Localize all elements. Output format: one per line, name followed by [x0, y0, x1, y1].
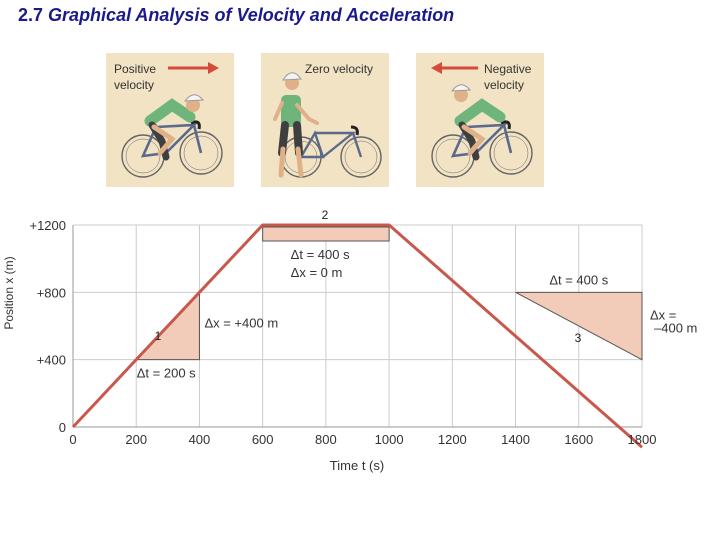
title-text: Graphical Analysis of Velocity and Accel…	[48, 5, 455, 25]
segment-1-label: 1	[155, 329, 162, 343]
title-number: 2.7	[18, 5, 44, 25]
chart-grid	[72, 224, 643, 428]
dt-1-label: Δt = 200 s	[137, 366, 196, 381]
x-tick-label: 200	[125, 432, 147, 447]
cyclist-standing-illustration	[273, 72, 382, 178]
x-tick-label: 0	[69, 432, 76, 447]
dx-3-label-line2: –400 m	[654, 321, 697, 336]
panel-positive-velocity: Positive velocity	[106, 53, 234, 187]
position-line	[71, 223, 643, 449]
x-tick-label: 800	[315, 432, 337, 447]
y-tick-label: +800	[37, 285, 66, 300]
y-tick-label: +1200	[29, 218, 66, 233]
dx-3-label-line1: Δx =	[650, 307, 676, 322]
negative-velocity-label: Negative velocity	[484, 62, 532, 92]
slide-title: 2.7 Graphical Analysis of Velocity and A…	[18, 5, 454, 26]
segment-3-label: 3	[575, 331, 582, 345]
y-tick-label: +400	[37, 353, 66, 368]
x-tick-label: 600	[252, 432, 274, 447]
series-layer	[71, 223, 643, 449]
x-tick-label: 1400	[501, 432, 530, 447]
zero-velocity-label: Zero velocity	[305, 62, 374, 76]
tick-labels: 0 200 400 600 800 1000 1200 1400 1600 1800 0 +400 +8…	[29, 218, 656, 447]
triangle-3	[515, 291, 643, 361]
triangle-fills	[135, 226, 643, 361]
x-tick-label: 1800	[628, 432, 657, 447]
cyclist-riding-right-illustration	[431, 84, 533, 178]
x-tick-label: 1200	[438, 432, 467, 447]
x-tick-label: 1600	[564, 432, 593, 447]
x-tick-label: 400	[189, 432, 211, 447]
dt-3-label: Δt = 400 s	[549, 272, 608, 287]
annotations: 1 Δt = 200 s Δx = +400 m 2 Δt = 400 s Δx = 0 …	[137, 208, 698, 381]
dx-2-label: Δx = 0 m	[291, 265, 343, 280]
y-tick-label: 0	[59, 420, 66, 435]
box-2	[262, 226, 390, 242]
x-tick-label: 1000	[375, 432, 404, 447]
y-axis-label: Position x (m)	[2, 256, 16, 329]
position-time-chart: 1 Δt = 200 s Δx = +400 m 2 Δt = 400 s Δx = 0 …	[2, 208, 698, 473]
dx-1-label: Δx = +400 m	[204, 316, 278, 331]
dt-2-label: Δt = 400 s	[291, 247, 350, 262]
x-axis-label: Time t (s)	[330, 458, 384, 473]
positive-velocity-label: Positive velocity	[114, 62, 157, 92]
cyclist-riding-right-illustration	[121, 94, 223, 178]
segment-2-label: 2	[322, 208, 329, 222]
panel-negative-velocity: Negative velocity	[416, 53, 544, 187]
panel-zero-velocity: Zero velocity	[261, 53, 389, 187]
